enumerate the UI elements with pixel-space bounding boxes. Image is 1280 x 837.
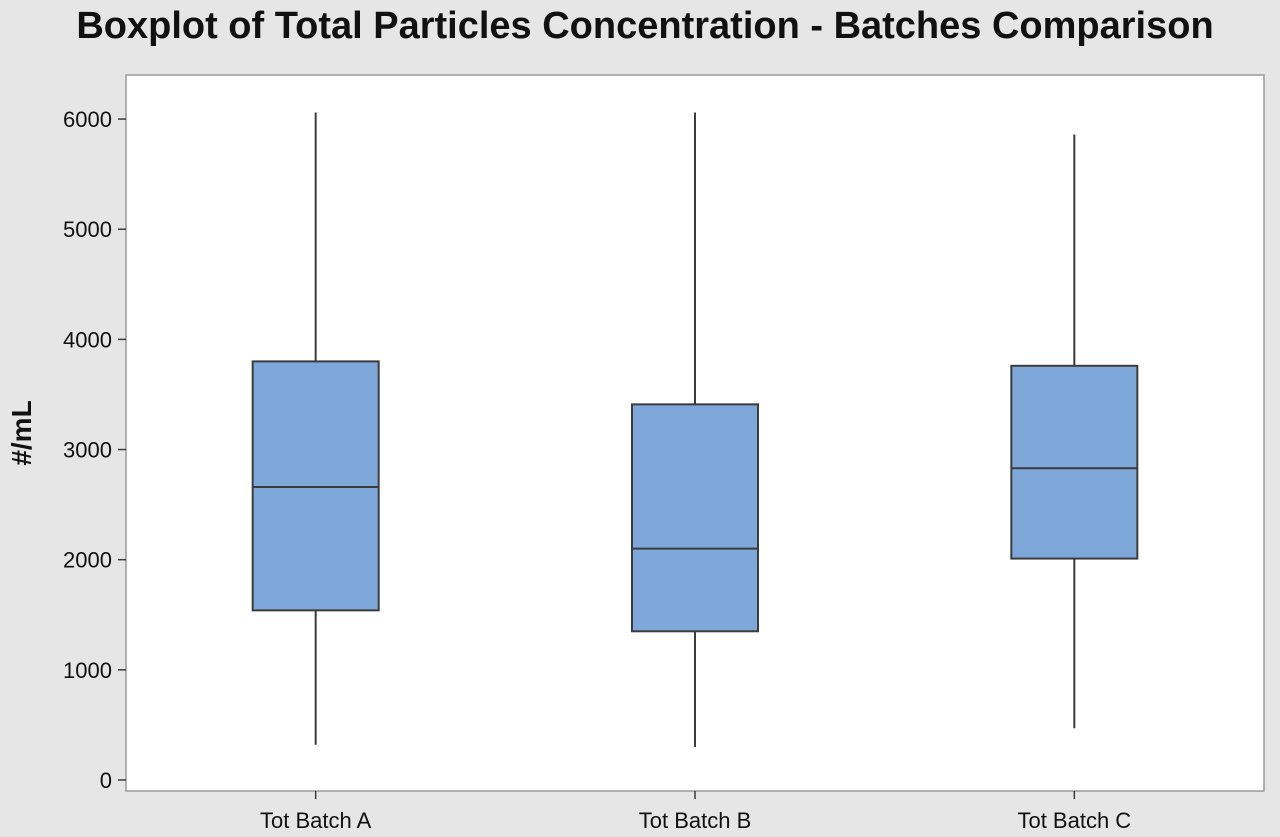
y-tick-label: 1000 xyxy=(63,658,112,683)
y-tick-label: 0 xyxy=(100,768,112,793)
box-1 xyxy=(251,112,380,745)
boxes-group xyxy=(251,112,1139,747)
box-3 xyxy=(1010,134,1139,729)
y-axis-label: #/mL xyxy=(6,400,37,465)
x-tick-label: Tot Batch C xyxy=(1017,808,1131,833)
box-2 xyxy=(631,112,759,747)
x-tick-label: Tot Batch A xyxy=(260,808,372,833)
y-tick-label: 6000 xyxy=(63,107,112,132)
x-tick-label: Tot Batch B xyxy=(639,808,752,833)
y-tick-label: 5000 xyxy=(63,217,112,242)
iqr-box xyxy=(1010,364,1139,560)
y-tick-label: 4000 xyxy=(63,327,112,352)
x-axis: Tot Batch A Tot Batch B Tot Batch C xyxy=(260,791,1131,833)
chart-title: Boxplot of Total Particles Concentration… xyxy=(76,5,1213,47)
y-axis: 0 1000 2000 3000 4000 5000 6000 xyxy=(63,107,126,793)
iqr-box xyxy=(251,360,380,612)
y-tick-label: 3000 xyxy=(63,438,112,463)
iqr-box xyxy=(631,403,759,633)
y-tick-label: 2000 xyxy=(63,548,112,573)
